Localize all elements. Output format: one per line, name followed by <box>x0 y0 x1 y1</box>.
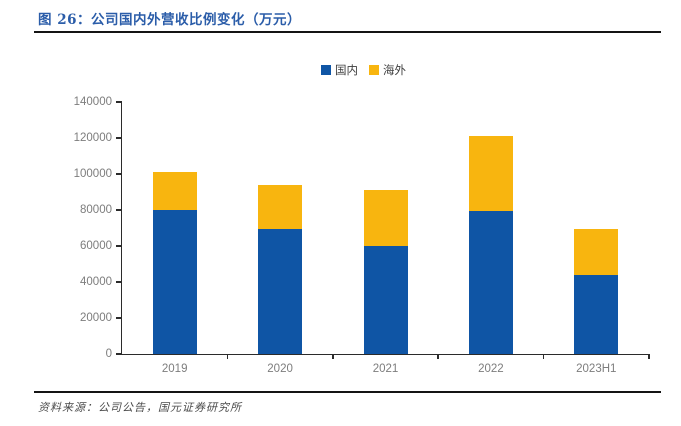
bar-segment-overseas-2023H1 <box>574 229 619 275</box>
legend-item-domestic: 国内 <box>321 62 358 78</box>
y-axis-tick-mark <box>116 209 122 211</box>
y-axis-tick-label: 40000 <box>80 276 112 288</box>
title-divider <box>34 31 661 33</box>
source-note: 资料来源：公司公告，国元证券研究所 <box>38 401 242 414</box>
figure-title: 图 26：公司国内外营收比例变化（万元） <box>38 12 301 28</box>
y-axis-tick-mark <box>116 281 122 283</box>
y-axis-tick-mark <box>116 353 122 355</box>
y-axis-tick-label: 80000 <box>80 204 112 216</box>
bar-segment-domestic-2022 <box>468 211 513 354</box>
bar-segment-domestic-2019 <box>152 210 197 354</box>
y-axis-tick-label: 100000 <box>73 168 112 180</box>
legend-item-overseas: 海外 <box>369 62 406 78</box>
legend-swatch-icon <box>369 65 379 75</box>
bar-chart-plot-area: 0 20000 40000 60000 80000 100000 120000 140000 2… <box>74 96 650 375</box>
chart-legend: 国内 海外 <box>321 62 406 78</box>
x-axis-tick-label: 2020 <box>267 363 293 375</box>
bar-segment-overseas-2019 <box>152 172 197 211</box>
legend-label: 国内 <box>335 63 358 77</box>
bar-segment-domestic-2021 <box>363 246 408 354</box>
bar-segment-overseas-2022 <box>468 135 513 212</box>
legend-swatch-icon <box>321 65 331 75</box>
x-axis-tick-label: 2019 <box>161 363 188 375</box>
y-axis-tick-mark <box>116 101 122 103</box>
y-axis-tick-label: 20000 <box>80 312 112 324</box>
footer-divider <box>34 391 661 393</box>
bar-segment-overseas-2020 <box>258 185 303 230</box>
x-axis-tick-mark <box>332 354 334 359</box>
bar-segment-domestic-2023H1 <box>574 274 619 354</box>
y-axis-tick-mark <box>116 137 122 139</box>
x-axis-tick-mark <box>648 354 650 359</box>
y-axis-tick-mark <box>116 317 122 319</box>
x-axis-tick-mark <box>542 354 545 359</box>
x-axis-tick-label: 2022 <box>478 363 504 375</box>
x-axis-tick-mark <box>437 354 439 359</box>
y-axis-tick-mark <box>116 245 122 247</box>
y-axis-tick-label: 120000 <box>73 132 112 144</box>
legend-label: 海外 <box>383 63 406 77</box>
y-axis-tick-label: 140000 <box>73 96 112 108</box>
y-axis-tick-label: 60000 <box>80 240 112 252</box>
x-axis-tick-label: 2023H1 <box>576 363 617 375</box>
bar-segment-overseas-2021 <box>363 190 408 246</box>
y-axis-tick-mark <box>116 173 122 175</box>
bar-segment-domestic-2020 <box>258 229 303 354</box>
y-axis-tick-label: 0 <box>105 348 112 360</box>
x-axis-tick-mark <box>226 354 229 359</box>
x-axis-tick-label: 2021 <box>372 363 399 375</box>
